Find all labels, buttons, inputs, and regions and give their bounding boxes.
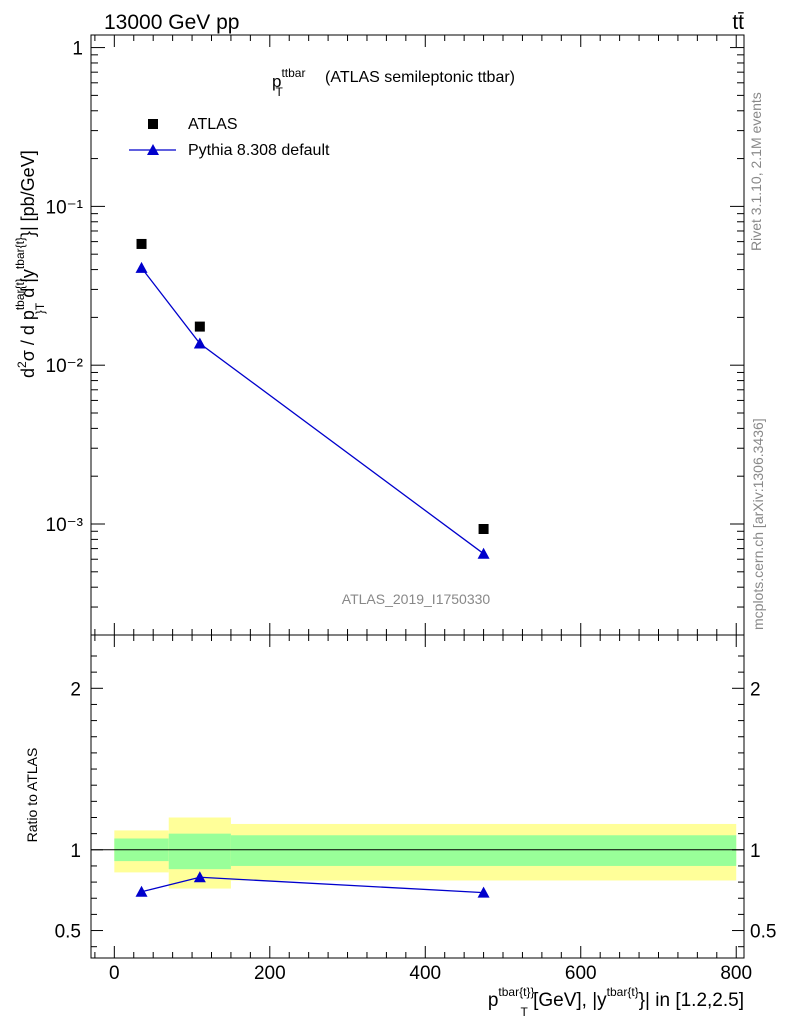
legend: ATLAS Pythia 8.308 default [129, 116, 330, 159]
mc-ratio-point [477, 886, 490, 898]
stat-uncertainty-band [168, 833, 231, 870]
y-tick-label-main: 10⁻³ [46, 515, 84, 536]
y-axis-label-ratio: Ratio to ATLAS [24, 748, 40, 843]
y-tick-label-ratio-right: 2 [750, 679, 761, 700]
title-main: p [272, 72, 281, 91]
mc-point [477, 547, 490, 559]
header-process: tt̄ [732, 11, 744, 34]
title-sup: ttbar [281, 66, 305, 80]
y-tick-label-main: 10⁻¹ [46, 197, 84, 218]
mc-ratio-point [135, 885, 148, 897]
ratio-panel: 0 200 400 600 800 0.5 0.5 1 1 2 2 [55, 634, 776, 984]
y-axis-label-main: d2σ / d ptbar{t}}T d |ytbar{t}}| [pb/GeV… [13, 150, 47, 378]
y-tick-label-main: 10⁻² [46, 356, 84, 377]
mc-point [135, 261, 148, 273]
x-tick-label: 600 [565, 963, 597, 984]
y-tick-label-ratio: 1 [70, 841, 81, 862]
analysis-watermark: ATLAS_2019_I1750330 [342, 591, 491, 607]
title-rest: (ATLAS semileptonic ttbar) [325, 69, 515, 86]
rivet-info: Rivet 3.1.10, 2.1M events [748, 92, 764, 251]
x-axis-label: ptbar{t}} T [GeV], |ytbar{t}}| in [1.2,2.… [488, 985, 744, 1019]
mc-line [141, 267, 484, 555]
y-tick-label-ratio: 2 [70, 679, 81, 700]
mc-ratio-point [193, 871, 206, 883]
y-tick-label-ratio-right: 1 [750, 841, 761, 862]
x-tick-label: 800 [720, 963, 752, 984]
x-tick-label: 200 [254, 963, 286, 984]
ratio-panel-frame [90, 634, 745, 959]
plot-title: pttbar T [272, 66, 305, 99]
legend-mc-marker [147, 144, 159, 155]
atlas-point [194, 321, 205, 332]
y-tick-label-ratio-right: 0.5 [750, 922, 776, 943]
atlas-point [478, 524, 489, 535]
legend-atlas-marker [148, 119, 158, 129]
header-energy: 13000 GeV pp [104, 11, 239, 34]
atlas-point [136, 238, 147, 249]
x-tick-label: 400 [409, 963, 441, 984]
y-tick-label-main: 1 [72, 39, 83, 60]
mc-point [193, 337, 206, 349]
stat-uncertainty-band [230, 835, 737, 866]
title-sub: T [275, 85, 283, 99]
mcplots-info: mcplots.cern.ch [arXiv:1306.3436] [750, 418, 766, 630]
x-tick-label: 0 [109, 963, 120, 984]
legend-mc-label: Pythia 8.308 default [188, 142, 330, 159]
y-tick-label-ratio: 0.5 [55, 922, 81, 943]
legend-atlas-label: ATLAS [188, 116, 238, 133]
